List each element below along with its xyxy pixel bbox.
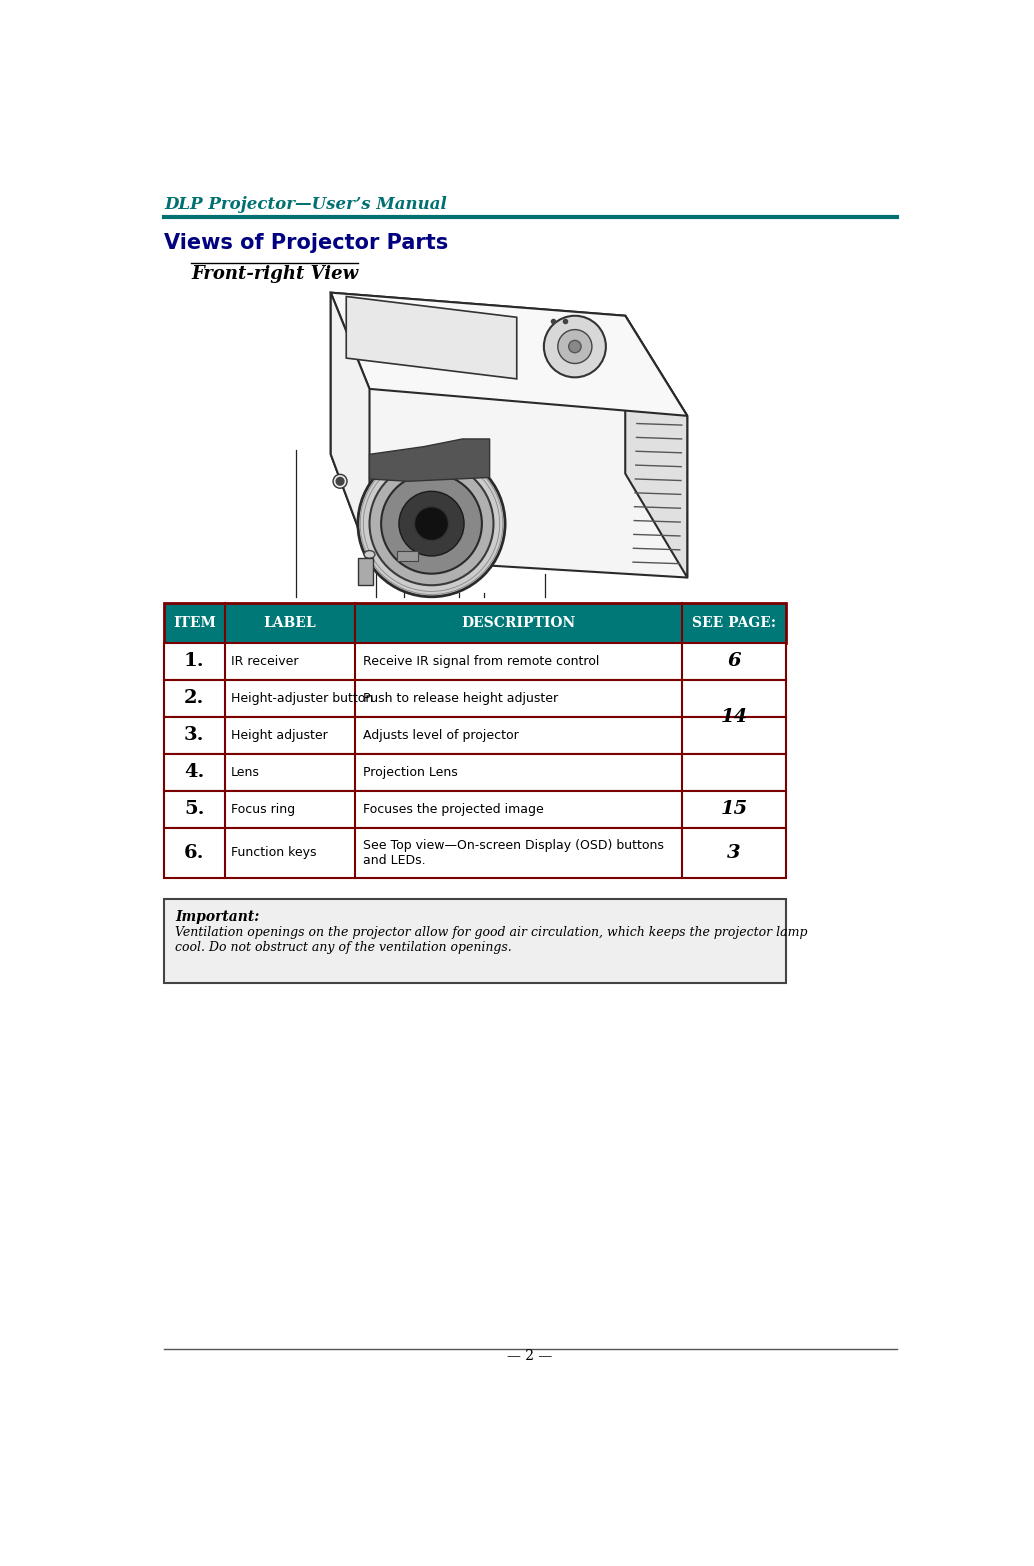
Text: 3: 3: [727, 844, 741, 861]
Text: 6: 6: [727, 653, 741, 670]
Text: 3: 3: [398, 623, 410, 642]
Bar: [164, 717, 787, 753]
Text: 5.: 5.: [184, 800, 205, 819]
Text: LABEL: LABEL: [264, 615, 316, 630]
Text: 6.: 6.: [184, 844, 205, 861]
Text: 4.: 4.: [184, 763, 205, 781]
Text: 6: 6: [539, 623, 552, 642]
Bar: [397, 551, 419, 561]
Circle shape: [569, 340, 581, 352]
Bar: [164, 644, 787, 680]
Circle shape: [544, 316, 606, 377]
Text: Adjusts level of projector: Adjusts level of projector: [363, 728, 518, 742]
Text: Important:: Important:: [175, 910, 260, 924]
Text: 4: 4: [453, 623, 465, 642]
Bar: [164, 899, 787, 982]
Text: — 2 —: — 2 —: [508, 1348, 552, 1362]
Circle shape: [333, 474, 347, 489]
Ellipse shape: [364, 551, 375, 559]
Text: Views of Projector Parts: Views of Projector Parts: [164, 233, 449, 252]
Text: 1: 1: [290, 623, 302, 642]
Text: Focus ring: Focus ring: [231, 803, 295, 816]
Bar: [164, 828, 787, 879]
Text: 14: 14: [721, 708, 748, 727]
Circle shape: [557, 329, 591, 363]
Text: Front-right View: Front-right View: [191, 265, 359, 283]
Polygon shape: [331, 293, 688, 578]
Text: DESCRIPTION: DESCRIPTION: [461, 615, 576, 630]
Polygon shape: [626, 316, 688, 578]
Text: DLP Projector—User’s Manual: DLP Projector—User’s Manual: [164, 196, 447, 213]
Text: ITEM: ITEM: [173, 615, 216, 630]
Bar: [358, 559, 373, 586]
Text: 1.: 1.: [184, 653, 205, 670]
Text: Projection Lens: Projection Lens: [363, 766, 457, 778]
Bar: [164, 753, 787, 791]
Text: IR receiver: IR receiver: [231, 655, 298, 669]
Circle shape: [399, 492, 464, 556]
Polygon shape: [346, 296, 517, 379]
Text: Push to release height adjuster: Push to release height adjuster: [363, 692, 557, 705]
Circle shape: [415, 507, 449, 540]
Bar: [164, 603, 787, 644]
Text: Receive IR signal from remote control: Receive IR signal from remote control: [363, 655, 599, 669]
Text: 2.: 2.: [184, 689, 205, 708]
Circle shape: [358, 451, 506, 597]
Text: Ventilation openings on the projector allow for good air circulation, which keep: Ventilation openings on the projector al…: [175, 927, 808, 954]
Bar: [164, 791, 787, 828]
Text: Function keys: Function keys: [231, 846, 316, 860]
Text: See Top view—On-screen Display (OSD) buttons
and LEDs.: See Top view—On-screen Display (OSD) but…: [363, 839, 664, 868]
Text: Height adjuster: Height adjuster: [231, 728, 328, 742]
Polygon shape: [331, 293, 688, 417]
Circle shape: [369, 462, 493, 586]
Bar: [164, 680, 787, 717]
Text: SEE PAGE:: SEE PAGE:: [692, 615, 777, 630]
Text: 5: 5: [478, 623, 490, 642]
Circle shape: [382, 473, 482, 573]
Text: Lens: Lens: [231, 766, 260, 778]
Circle shape: [336, 478, 344, 485]
Text: Focuses the projected image: Focuses the projected image: [363, 803, 543, 816]
Polygon shape: [331, 293, 369, 559]
Text: 3.: 3.: [184, 727, 205, 744]
Text: 15: 15: [721, 800, 748, 819]
Polygon shape: [369, 438, 490, 481]
Text: Height-adjuster button: Height-adjuster button: [231, 692, 373, 705]
Text: 2: 2: [369, 623, 382, 642]
